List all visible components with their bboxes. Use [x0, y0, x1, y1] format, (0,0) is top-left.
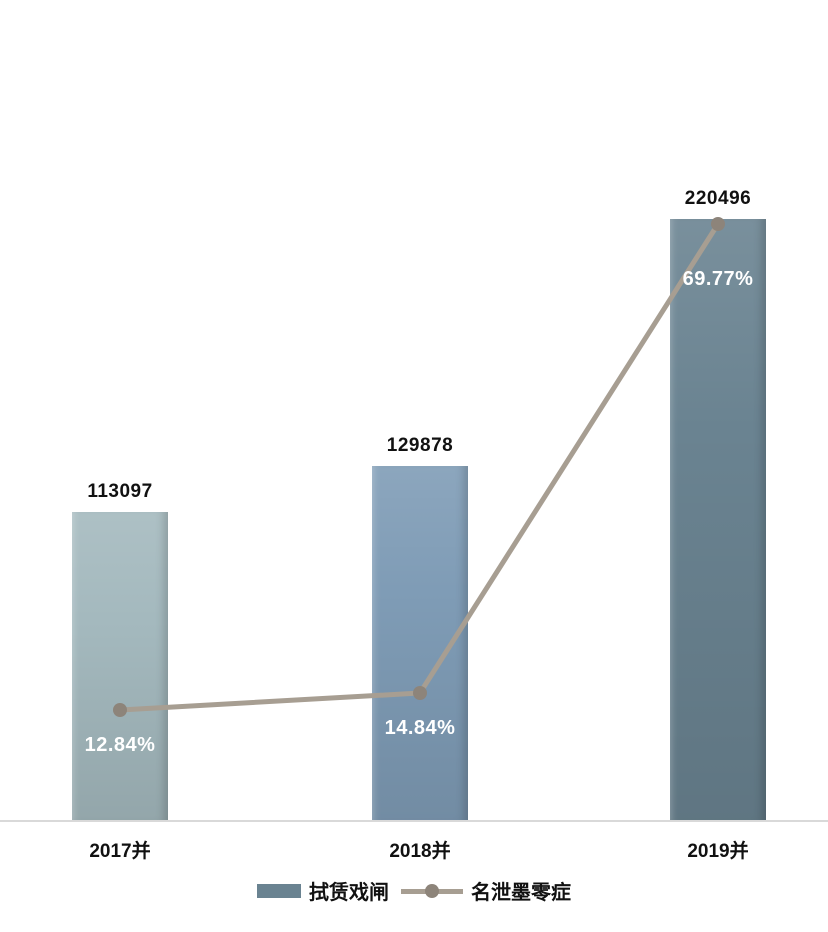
bar-2019并 — [670, 219, 766, 820]
x-axis-line — [0, 820, 828, 822]
legend-marker-icon — [425, 883, 439, 898]
legend-bar-swatch — [257, 883, 301, 898]
percent-label: 14.84% — [384, 717, 456, 739]
x-axis-label-2018并: 2018并 — [389, 841, 451, 862]
bar-2018并 — [372, 466, 468, 820]
x-axis-label-2017并: 2017并 — [89, 841, 151, 862]
percent-label: 12.84% — [84, 734, 156, 756]
bar-value-label: 129878 — [386, 435, 454, 456]
bar-value-label: 220496 — [684, 188, 752, 209]
percent-label: 69.77% — [682, 268, 754, 290]
bar-value-label: 113097 — [87, 481, 153, 502]
legend-line-label: 名泄墨零症 — [471, 882, 571, 904]
legend: 拭赁戏闸 名泄墨零症 — [0, 876, 828, 905]
legend-line-symbol — [401, 883, 463, 899]
bar-2017并 — [72, 512, 168, 820]
x-axis-label-2019并: 2019并 — [687, 841, 749, 862]
legend-bar-label: 拭赁戏闸 — [309, 882, 389, 904]
